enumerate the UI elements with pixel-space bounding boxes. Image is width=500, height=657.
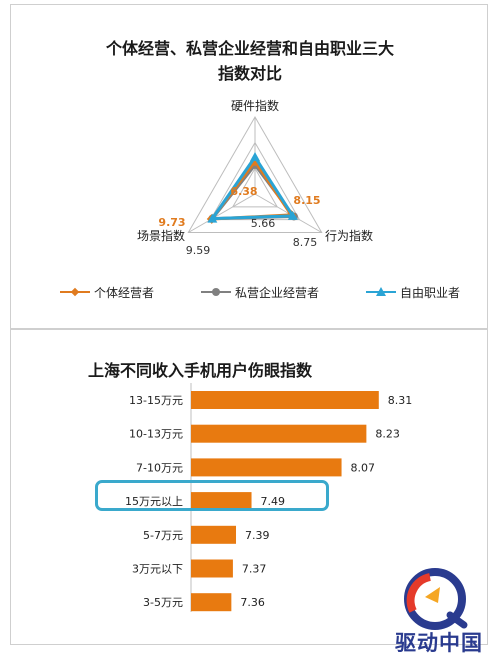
radar-data-label: 8.15 <box>293 194 320 207</box>
radar-legend: 个体经营者 私营企业经营者 自由职业者 <box>60 284 460 300</box>
radar-point <box>287 210 298 220</box>
radar-chart-title-line2: 指数对比 <box>217 64 282 83</box>
radar-point <box>207 213 218 223</box>
legend-item-private-enterprise: 私营企业经营者 <box>200 284 319 300</box>
radar-axis-line <box>188 193 256 233</box>
radar-data-label: 5.66 <box>251 217 276 230</box>
bar-chart-title: 上海不同收入手机用户伤眼指数 <box>88 361 313 380</box>
radar-chart-title-line1: 个体经营、私营企业经营和自由职业三大 <box>105 39 394 58</box>
bar <box>191 391 379 409</box>
bar-category-label: 7-10万元 <box>136 461 183 474</box>
radar-axis-label: 场景指数 <box>137 228 185 243</box>
bar <box>191 492 252 511</box>
bar-value-label: 8.07 <box>351 461 376 474</box>
bar-value-label: 7.36 <box>240 596 264 609</box>
highlight-box <box>95 480 329 511</box>
radar-data-label: 9.73 <box>158 216 185 229</box>
legend-label: 个体经营者 <box>94 285 155 300</box>
bar-category-label: 5-7万元 <box>143 529 183 542</box>
radar-grid-2 <box>209 141 301 221</box>
bar <box>191 593 232 612</box>
radar-data-label: 6.38 <box>230 185 257 198</box>
bar-category-label: 3-5万元 <box>143 596 183 609</box>
bar-category-label: 15万元以上 <box>125 495 183 508</box>
logo-icon <box>404 568 468 630</box>
bar-value-label: 8.23 <box>375 428 400 441</box>
logo-text: 驱动中国 <box>395 631 483 655</box>
bar <box>191 525 237 544</box>
bar <box>191 424 367 443</box>
triangle-marker-icon <box>365 286 396 298</box>
radar-grid-1 <box>231 167 279 208</box>
bar-value-label: 7.49 <box>261 495 286 508</box>
legend-label: 私营企业经营者 <box>234 285 319 300</box>
bar-value-label: 8.31 <box>388 394 413 407</box>
circle-marker-icon <box>200 286 231 298</box>
legend-label: 自由职业者 <box>399 285 460 300</box>
bar-value-label: 7.39 <box>245 529 270 542</box>
radar-data-label: 9.59 <box>186 244 211 257</box>
bar-value-label: 7.37 <box>242 563 266 576</box>
bar <box>191 559 233 578</box>
bar-category-label: 10-13万元 <box>129 428 183 441</box>
radar-data-label: 8.75 <box>293 236 318 249</box>
diamond-marker-icon <box>60 286 90 298</box>
bar-category-label: 13-15万元 <box>129 394 183 407</box>
bar <box>191 458 342 477</box>
legend-item-individual: 个体经营者 <box>60 284 154 300</box>
radar-series-line <box>210 155 295 221</box>
bar-category-label: 3万元以下 <box>132 563 183 576</box>
radar-axis-label: 硬件指数 <box>231 98 279 113</box>
radar-point <box>250 152 260 162</box>
radar-grid-3 <box>187 116 323 233</box>
legend-item-freelancer: 自由职业者 <box>365 284 460 300</box>
radar-axis-label: 行为指数 <box>325 228 373 243</box>
